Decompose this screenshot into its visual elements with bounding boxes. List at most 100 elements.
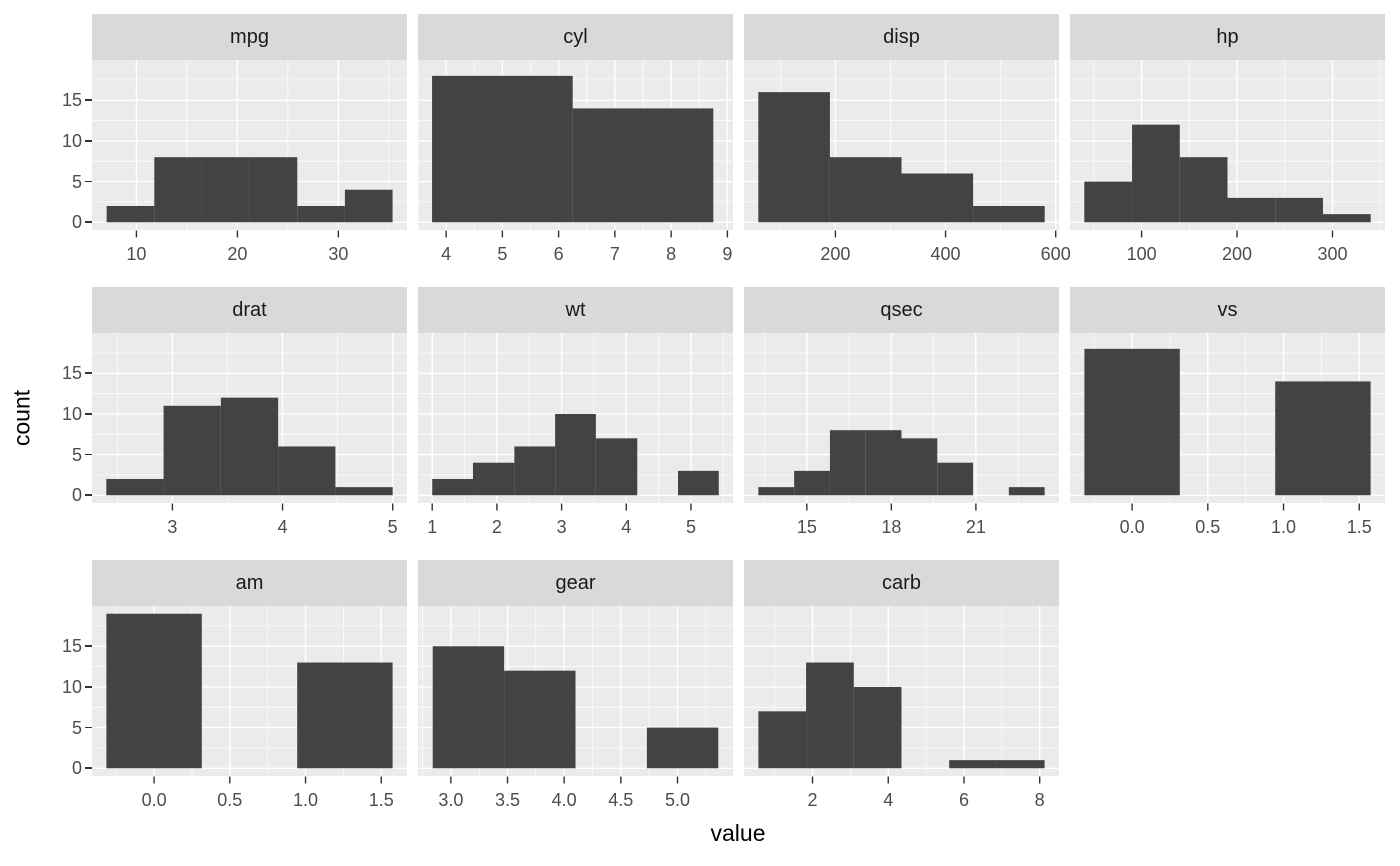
x-tick-label: 7 bbox=[610, 244, 620, 264]
histogram-bar bbox=[201, 157, 250, 223]
y-tick-label: 15 bbox=[61, 90, 82, 111]
y-tick-label: 0 bbox=[71, 485, 82, 506]
histogram-bar bbox=[1227, 197, 1276, 223]
y-tick-mark bbox=[85, 494, 92, 497]
histogram-bar bbox=[514, 446, 556, 496]
histogram-bar bbox=[829, 157, 902, 223]
x-axis-ticks: 0.0 0.5 1.0 1.5 bbox=[1120, 503, 1372, 537]
histogram-bar bbox=[504, 670, 576, 769]
y-tick-label: 15 bbox=[61, 636, 82, 657]
facet-panel: 0.0 0.5 1.0 1.5 bbox=[92, 606, 407, 810]
y-axis-title: count bbox=[8, 389, 35, 447]
y-tick-mark bbox=[85, 140, 92, 142]
x-tick-label: 3.0 bbox=[438, 790, 463, 810]
x-axis-ticks: 1 2 3 4 5 bbox=[427, 503, 696, 537]
facet-panel: 0.0 0.5 1.0 1.5 bbox=[1070, 333, 1385, 537]
y-tick-mark bbox=[85, 726, 92, 729]
x-tick-label: 15 bbox=[797, 517, 817, 537]
histogram-bar bbox=[220, 397, 279, 496]
y-tick-label: 10 bbox=[61, 676, 82, 697]
x-axis-ticks: 3 4 5 bbox=[167, 503, 398, 537]
x-tick-label: 30 bbox=[328, 244, 348, 264]
facet-title: am bbox=[235, 571, 264, 594]
x-tick-label: 5.0 bbox=[665, 790, 690, 810]
x-axis-ticks: 2 4 6 8 bbox=[808, 776, 1045, 810]
histogram-bars bbox=[758, 662, 1045, 769]
facet-cyl: cyl 4 5 6 7 8 9 bbox=[417, 14, 733, 270]
histogram-bar bbox=[1084, 348, 1180, 496]
x-tick-label: 4 bbox=[883, 790, 893, 810]
facet-strip: hp bbox=[1070, 14, 1385, 60]
facet-title: qsec bbox=[880, 298, 923, 321]
facet-strip: qsec bbox=[744, 287, 1059, 333]
histogram-bar bbox=[1179, 157, 1228, 223]
histogram-bar bbox=[758, 92, 830, 223]
x-tick-label: 18 bbox=[881, 517, 901, 537]
x-tick-label: 4 bbox=[621, 517, 631, 537]
x-tick-label: 1.0 bbox=[1271, 517, 1296, 537]
facet-strip: carb bbox=[744, 560, 1059, 606]
facet-strip: vs bbox=[1070, 287, 1385, 333]
x-axis-ticks: 15 18 21 bbox=[797, 503, 986, 537]
histogram-bars bbox=[432, 413, 719, 496]
facet-mpg: mpg 10 20 30 bbox=[92, 14, 407, 270]
x-tick-label: 200 bbox=[1222, 244, 1252, 264]
facet-panel: 4 5 6 7 8 9 bbox=[417, 60, 733, 264]
y-tick-label: 0 bbox=[71, 758, 82, 779]
histogram-bars bbox=[758, 92, 1045, 223]
histogram-bar bbox=[106, 613, 202, 769]
x-tick-label: 20 bbox=[227, 244, 247, 264]
x-axis-ticks: 100 200 300 bbox=[1127, 230, 1348, 264]
histogram-bars bbox=[432, 75, 714, 223]
y-tick-label: 10 bbox=[61, 130, 82, 151]
histogram-bars bbox=[106, 157, 393, 223]
histogram-bar bbox=[297, 662, 393, 769]
facet-panel: 2 4 6 8 bbox=[744, 606, 1059, 810]
facet-panel: 3 4 5 bbox=[92, 333, 407, 537]
x-tick-label: 200 bbox=[820, 244, 850, 264]
x-tick-label: 1.5 bbox=[1347, 517, 1372, 537]
facet-title: gear bbox=[555, 571, 596, 594]
histogram-bar bbox=[937, 462, 974, 496]
x-tick-label: 1.5 bbox=[369, 790, 394, 810]
facet-panel: 15 18 21 bbox=[744, 333, 1059, 537]
histogram-bars bbox=[1084, 348, 1371, 496]
facet-strip: wt bbox=[418, 287, 733, 333]
x-tick-label: 4.5 bbox=[608, 790, 633, 810]
x-tick-label: 10 bbox=[126, 244, 146, 264]
facet-title: carb bbox=[882, 571, 921, 594]
y-tick-label: 5 bbox=[71, 717, 82, 738]
histogram-bar bbox=[154, 157, 202, 223]
facet-title: vs bbox=[1217, 298, 1238, 321]
histogram-bar bbox=[595, 438, 638, 496]
histogram-bar bbox=[1084, 181, 1133, 223]
facet-wt: wt 1 2 3 4 5 bbox=[418, 287, 733, 543]
x-tick-label: 3.5 bbox=[495, 790, 520, 810]
histogram-bar bbox=[1132, 124, 1180, 223]
facet-gear: gear 3.0 3.5 4.0 4.5 5.0 bbox=[418, 560, 733, 816]
y-tick-mark bbox=[85, 180, 92, 183]
y-tick-mark bbox=[85, 221, 92, 224]
facet-panel: 10 20 30 bbox=[92, 60, 407, 264]
histogram-bar bbox=[572, 108, 714, 223]
histogram-bar bbox=[432, 479, 473, 496]
histogram-bars bbox=[758, 430, 1045, 496]
x-tick-label: 5 bbox=[686, 517, 696, 537]
x-axis-ticks: 200 400 600 bbox=[820, 230, 1071, 264]
facet-strip: cyl bbox=[418, 14, 733, 60]
x-tick-label: 6 bbox=[554, 244, 564, 264]
facet-hp: hp 100 200 300 bbox=[1070, 14, 1385, 270]
histogram-bar bbox=[1008, 487, 1045, 496]
facet-title: hp bbox=[1216, 25, 1239, 48]
facet-panel: 1 2 3 4 5 bbox=[418, 333, 733, 537]
y-tick-mark bbox=[85, 645, 92, 648]
x-axis-ticks: 0.0 0.5 1.0 1.5 bbox=[142, 776, 394, 810]
histogram-bar bbox=[432, 646, 505, 769]
facet-strip: mpg bbox=[92, 14, 407, 60]
histogram-bar bbox=[794, 470, 830, 496]
histogram-bar bbox=[758, 487, 795, 496]
histogram-bar bbox=[1322, 214, 1371, 223]
facet-panel: 100 200 300 bbox=[1070, 60, 1385, 264]
x-tick-label: 4 bbox=[441, 244, 451, 264]
